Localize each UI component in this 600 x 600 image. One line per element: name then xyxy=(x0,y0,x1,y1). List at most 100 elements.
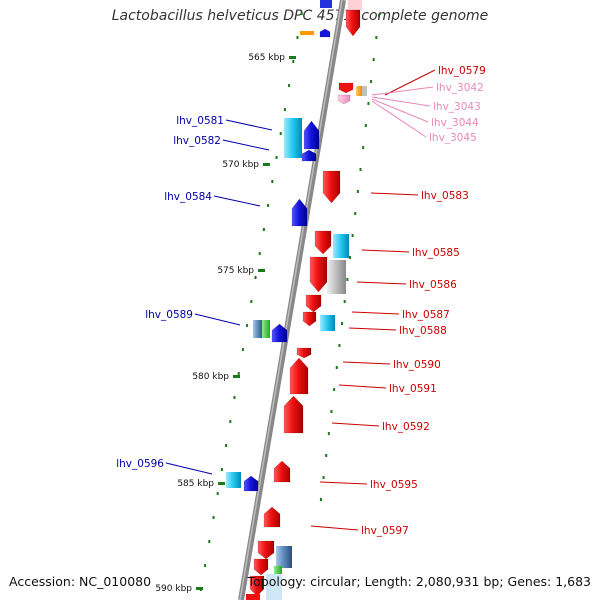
gene-lhv_0587 xyxy=(305,294,322,313)
leader-line xyxy=(384,69,436,96)
gc-dot xyxy=(267,204,270,207)
leader-line xyxy=(361,249,410,253)
gc-dot xyxy=(220,468,223,471)
gc-dot xyxy=(325,454,328,457)
gene-lhv_0585-cyan xyxy=(333,234,349,258)
gene-lhv_0581 xyxy=(284,118,302,158)
gene-lhv_0582b xyxy=(301,149,317,162)
gene-bottom-red-d xyxy=(246,594,260,600)
scale-tick-label: 570 kbp xyxy=(222,160,259,170)
gc-dot xyxy=(319,498,322,501)
gene-labels: lhv_0579 lhv_3042 lhv_3043 lhv_3044 lhv_3045… xyxy=(116,65,486,537)
gene-label: lhv_0595 xyxy=(370,479,418,491)
gc-dot xyxy=(346,278,349,281)
gene-lhv_0585 xyxy=(314,230,332,255)
leader-line xyxy=(213,195,261,207)
gene-lhv_3042 xyxy=(356,86,362,96)
leader-line xyxy=(338,384,387,389)
leader-line xyxy=(225,119,273,131)
gc-dot xyxy=(275,156,278,159)
scale-tick-mark xyxy=(263,163,270,166)
scale-tick-label: 565 kbp xyxy=(248,53,285,63)
gc-dot xyxy=(292,60,295,63)
gene-lhv_0583 xyxy=(322,170,341,204)
gene-lhv_0591 xyxy=(289,357,309,395)
gc-dot xyxy=(246,324,249,327)
gc-dot xyxy=(333,388,336,391)
leader-line xyxy=(331,422,380,427)
leader-line xyxy=(342,361,391,365)
gene-lhv_0586 xyxy=(309,256,328,293)
gene-label: lhv_0586 xyxy=(409,279,457,291)
scale-tick-mark xyxy=(233,375,240,378)
gc-dot xyxy=(378,14,380,17)
gc-dot xyxy=(258,252,261,255)
leader-line xyxy=(348,327,397,331)
gene-lhv_0595 xyxy=(273,460,291,483)
gene-lhv_0596-cyan xyxy=(226,472,241,488)
gene-label: lhv_3043 xyxy=(433,101,481,113)
gc-dot xyxy=(335,366,338,369)
leader-line xyxy=(371,86,434,96)
gc-dot xyxy=(204,564,207,567)
leader-line xyxy=(222,139,270,151)
gc-dot xyxy=(330,410,333,413)
gc-dot xyxy=(216,492,219,495)
map-title: Lactobacillus helveticus DPC 4571, compl… xyxy=(111,8,489,24)
gene-label: lhv_0591 xyxy=(389,383,437,395)
leader-line xyxy=(356,281,407,285)
gc-dot xyxy=(375,36,378,39)
gc-dot xyxy=(254,276,257,279)
gene-lhv_0582a xyxy=(303,120,320,150)
leader-line xyxy=(370,192,419,196)
gene-lhv_0579 xyxy=(338,82,354,94)
gene-lhv_0586-gray xyxy=(327,260,346,294)
gene-bottom-steel xyxy=(276,546,292,568)
scale-axis: 565 kbp 570 kbp 575 kbp 580 kbp 585 kbp 590 k… xyxy=(155,53,296,594)
gene-label: lhv_0583 xyxy=(421,190,469,202)
gc-dot xyxy=(208,540,211,543)
gc-dot xyxy=(359,168,362,171)
gc-dot xyxy=(262,228,265,231)
gc-dot xyxy=(288,84,291,87)
gene-label: lhv_0597 xyxy=(361,525,409,537)
gc-dot xyxy=(343,300,346,303)
scale-tick-label: 585 kbp xyxy=(177,479,214,489)
gene-lhv_0596 xyxy=(243,475,259,492)
scale-tick-label: 580 kbp xyxy=(192,372,229,382)
gene-top-pink xyxy=(348,0,362,10)
gene-top-orange xyxy=(300,31,314,35)
gene-lhv_0590 xyxy=(296,347,312,359)
gc-dot xyxy=(225,444,228,447)
gc-dot xyxy=(237,372,240,375)
gc-dot xyxy=(300,12,303,15)
gene-lhv_0588 xyxy=(302,311,317,327)
gene-label: lhv_0579 xyxy=(438,65,486,77)
gene-label: lhv_3045 xyxy=(429,132,477,144)
gc-dot xyxy=(212,516,215,519)
gc-dot xyxy=(250,300,253,303)
gene-label: lhv_0581 xyxy=(176,115,224,127)
scale-tick-label: 575 kbp xyxy=(217,266,254,276)
gc-dot xyxy=(327,432,330,435)
gc-dot xyxy=(351,234,354,237)
gene-top-small-blue xyxy=(319,28,331,38)
gene-label: lhv_0585 xyxy=(412,247,460,259)
gene-label: lhv_3044 xyxy=(431,117,479,129)
genome-backbone-highlight xyxy=(239,0,343,600)
gene-label: lhv_0596 xyxy=(116,458,164,470)
leader-line xyxy=(371,96,431,107)
gene-label: lhv_0584 xyxy=(164,191,212,203)
gc-dot xyxy=(354,212,357,215)
gene-lhv_0588-cyan xyxy=(320,315,335,331)
leader-line xyxy=(351,311,400,315)
gene-bottom-red-b xyxy=(253,558,269,576)
gc-dot xyxy=(229,420,232,423)
leader-line xyxy=(319,481,368,485)
gc-dot xyxy=(271,180,274,183)
gc-dot xyxy=(296,36,299,39)
gene-label: lhv_0588 xyxy=(399,325,447,337)
gc-dot xyxy=(370,80,373,83)
gc-dot xyxy=(364,124,367,127)
gene-label: lhv_0587 xyxy=(402,309,450,321)
